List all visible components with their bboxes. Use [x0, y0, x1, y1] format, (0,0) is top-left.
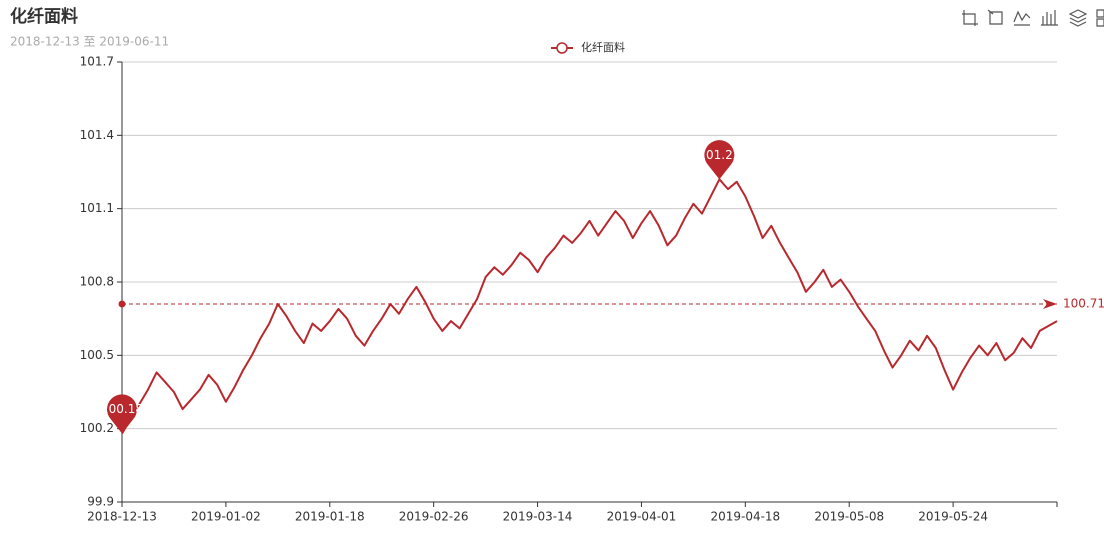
mark-point-label: 101.22 [698, 148, 740, 162]
mark-point-pin [704, 140, 735, 180]
mark-point-pin [107, 394, 137, 434]
x-tick-label: 2019-01-18 [295, 510, 365, 524]
x-tick-label: 2019-03-14 [503, 510, 573, 524]
x-tick-label: 2019-05-08 [814, 510, 884, 524]
data-view-icon[interactable] [1096, 9, 1104, 27]
series-line [121, 178, 1058, 435]
x-tick-label: 2018-12-13 [87, 510, 157, 524]
average-start [118, 300, 126, 308]
average-arrow [1043, 299, 1057, 309]
zoom-icon[interactable] [962, 10, 978, 26]
legend-symbol [556, 42, 568, 54]
line-icon[interactable] [1013, 10, 1031, 26]
y-tick-label: 100.2 [80, 421, 114, 435]
x-tick-label: 2019-04-01 [607, 510, 677, 524]
legend-label: 化纤面料 [581, 40, 625, 54]
toolbox[interactable] [962, 9, 1104, 27]
average-label: 100.71 [1063, 297, 1104, 311]
y-tick-label: 101.1 [80, 201, 114, 215]
zoom-reset-icon[interactable] [987, 9, 1003, 25]
stack-icon[interactable] [1068, 9, 1088, 27]
x-tick-label: 2019-04-18 [710, 510, 780, 524]
chart-subtitle: 2018-12-13 至 2019-06-11 [10, 35, 169, 49]
bar-icon[interactable] [1041, 10, 1058, 26]
chart-title: 化纤面料 [10, 6, 78, 27]
y-tick-label: 101.4 [80, 128, 114, 142]
y-tick-label: 101.7 [80, 55, 114, 69]
x-tick-label: 2019-02-26 [399, 510, 469, 524]
y-tick-label: 99.9 [87, 495, 114, 509]
legend-item[interactable]: 化纤面料 [551, 40, 625, 54]
mark-point-label: 100.18 [101, 402, 143, 416]
y-tick-label: 100.8 [80, 275, 114, 289]
x-tick-label: 2019-01-02 [191, 510, 261, 524]
y-tick-label: 100.5 [80, 348, 114, 362]
x-tick-label: 2019-05-24 [918, 510, 988, 524]
